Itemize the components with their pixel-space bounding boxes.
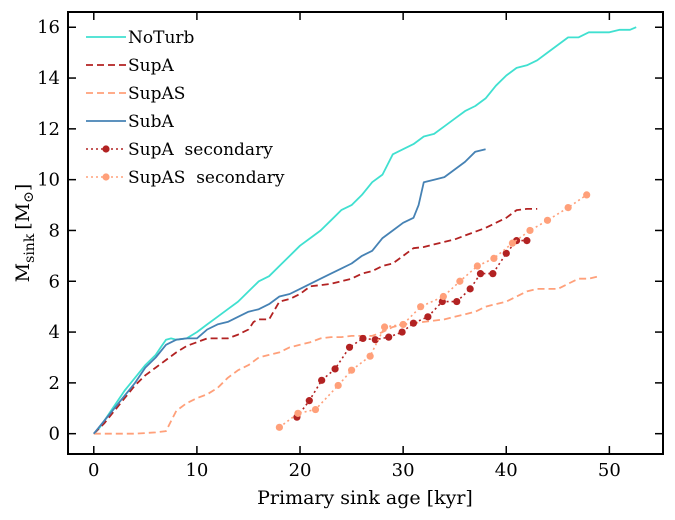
point-supas-secondary-5 [366, 352, 374, 360]
point-supas-secondary-15 [543, 216, 552, 224]
y-tick-label-0: 0 [49, 424, 60, 445]
x-tick-label-50: 50 [598, 460, 621, 481]
point-supas-secondary-13 [508, 239, 517, 247]
x-tick-label-40: 40 [495, 460, 518, 481]
point-supa-secondary-8 [398, 328, 406, 336]
point-supas-secondary-0 [275, 423, 283, 431]
legend-marker-supas-secondary [102, 173, 110, 181]
point-supas-secondary-17 [583, 191, 591, 199]
point-supa-secondary-14 [476, 270, 485, 278]
plot-frame [67, 11, 664, 455]
point-supa-secondary-6 [371, 336, 379, 344]
svg-text:Msink[M⊙]: Msink [M⊙] [12, 184, 38, 283]
point-supa-secondary-12 [453, 297, 461, 306]
x-tick-label-20: 20 [289, 460, 312, 481]
point-supa-secondary-5 [359, 334, 367, 343]
plot-area [93, 26, 637, 435]
axis-ticks: 0 10 20 30 40 50 0 2 4 6 8 10 12 14 16 [37, 12, 663, 481]
legend-marker-supa-secondary [102, 145, 110, 153]
legend: NoTurb SupA SupAS SubA SupA secondary SupAS s… [86, 28, 285, 188]
series-line-supas [93, 275, 600, 435]
point-supas-secondary-3 [334, 381, 342, 390]
point-supas-secondary-7 [399, 320, 407, 329]
y-axis-label-main: M [12, 263, 34, 282]
x-tick-label-30: 30 [392, 460, 415, 481]
point-supa-secondary-4 [345, 343, 354, 351]
y-tick-label-10: 10 [37, 170, 60, 191]
y-tick-label-14: 14 [37, 68, 60, 89]
x-tick-label-0: 0 [88, 460, 99, 481]
point-supa-secondary-13 [466, 285, 474, 293]
point-supas-secondary-11 [473, 262, 481, 270]
point-supas-secondary-14 [526, 226, 534, 235]
point-supas-secondary-10 [456, 277, 464, 285]
point-supa-secondary-2 [318, 376, 326, 384]
y-tick-label-4: 4 [49, 322, 60, 343]
point-supa-secondary-3 [331, 365, 339, 373]
legend-label-supas: SupAS [128, 84, 185, 104]
x-axis-label: Primary sink age [kyr] [257, 487, 473, 509]
y-tick-label-6: 6 [49, 271, 60, 292]
point-supas-secondary-1 [294, 409, 302, 417]
point-supa-secondary-18 [523, 237, 531, 245]
y-axis-label: Msink [M⊙] [12, 184, 38, 283]
y-axis-label-sun-symbol: ⊙ [21, 191, 37, 203]
legend-label-supas-secondary: SupAS secondary [128, 168, 285, 188]
point-supa-secondary-7 [385, 333, 393, 341]
y-axis-label-unit: [M [12, 203, 34, 230]
series-line-noturb [93, 26, 637, 435]
legend-label-supa: SupA [128, 56, 174, 76]
point-supas-secondary-16 [564, 203, 572, 212]
y-tick-label-8: 8 [49, 220, 60, 241]
y-axis-label-close: ] [12, 184, 34, 191]
point-supa-secondary-16 [502, 249, 510, 257]
point-supas-secondary-8 [417, 303, 425, 311]
y-tick-label-12: 12 [37, 119, 60, 140]
legend-label-supa-secondary: SupA secondary [128, 140, 273, 160]
point-supas-secondary-4 [347, 366, 356, 374]
point-supa-secondary-1 [305, 397, 313, 405]
point-supa-secondary-9 [409, 319, 418, 327]
point-supa-secondary-10 [424, 313, 432, 321]
y-tick-label-16: 16 [37, 17, 60, 38]
x-tick-label-10: 10 [185, 460, 208, 481]
point-supa-secondary-15 [489, 270, 497, 278]
point-supas-secondary-6 [380, 323, 389, 331]
legend-label-suba: SubA [128, 112, 174, 132]
point-supas-secondary-2 [311, 405, 320, 414]
y-tick-label-2: 2 [49, 373, 60, 394]
point-supas-secondary-9 [439, 292, 447, 301]
point-supas-secondary-12 [490, 254, 498, 263]
legend-label-noturb: NoTurb [128, 28, 195, 48]
series-line-suba [93, 148, 486, 435]
y-axis-label-sub: sink [22, 233, 38, 263]
